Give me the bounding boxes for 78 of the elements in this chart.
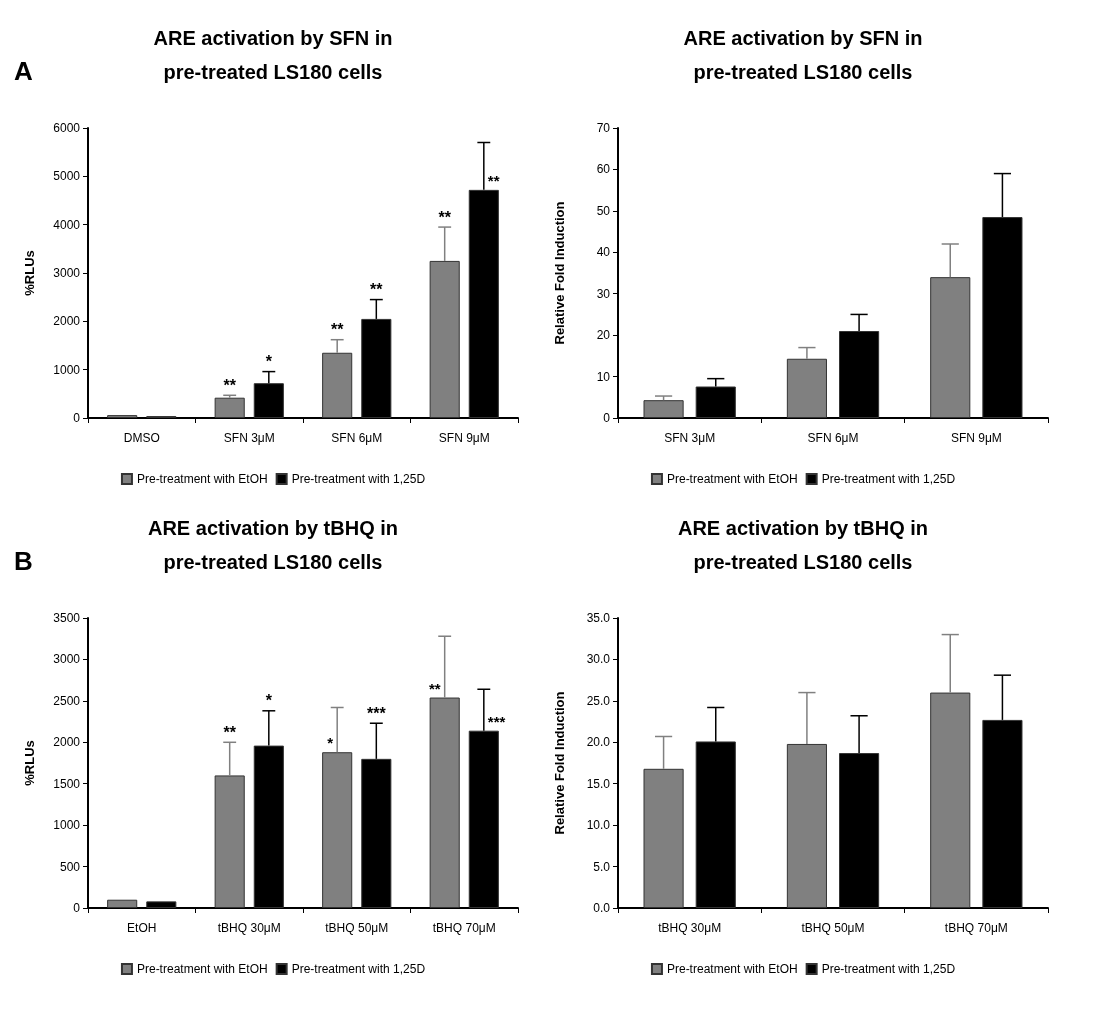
x-tick-label: tBHQ 30μM	[658, 921, 722, 935]
y-tick-label: 3000	[53, 266, 81, 280]
y-tick-label: 50	[596, 203, 611, 218]
y-axis-title: Relative Fold Induction	[552, 691, 567, 835]
bar	[214, 397, 245, 418]
y-tick-label: 15.0	[586, 776, 611, 791]
data-label: ***	[366, 704, 387, 722]
data-label: *	[327, 734, 334, 752]
y-axis-title: %RLUs	[22, 250, 37, 296]
y-axis-title: %RLUs	[22, 740, 37, 786]
y-tick-label: 3000	[53, 652, 81, 667]
data-label: **	[223, 376, 237, 394]
data-label: **	[330, 321, 345, 339]
x-tick-label: tBHQ 70μM	[944, 921, 1008, 935]
data-label: **	[429, 679, 441, 697]
y-tick-label: 1000	[53, 818, 81, 833]
x-tick-label: tBHQ 50μM	[325, 921, 389, 935]
y-axis-title: Relative Fold Induction	[552, 201, 567, 345]
y-tick-label: 2000	[53, 735, 81, 750]
x-tick-label: SFN 9μM	[438, 431, 490, 445]
legend-label: Pre-treatment with EtOH	[136, 472, 268, 486]
y-tick-label: 25.0	[586, 693, 611, 708]
legend-label: Pre-treatment with EtOH	[666, 962, 798, 976]
data-label: **	[370, 281, 384, 299]
data-label: **	[438, 208, 452, 226]
legend-label: Pre-treatment with EtOH	[666, 472, 798, 486]
chart-title: ARE activation by SFN in pre-treated LS180 cells	[153, 27, 393, 83]
x-tick-label: SFN 6μM	[807, 431, 859, 445]
x-tick-label: SFN 9μM	[950, 431, 1002, 445]
y-tick-label: 60	[596, 162, 611, 177]
y-tick-label: 40	[596, 245, 611, 260]
y-tick-label: 10	[596, 369, 611, 384]
x-tick-label: SFN 3μM	[664, 431, 716, 445]
x-tick-label: tBHQ 70μM	[432, 921, 496, 935]
chart-title: ARE activation by tBHQ in pre-treated LS180 cells	[147, 517, 399, 573]
y-tick-label: 20	[596, 328, 611, 343]
y-tick-label: 0.0	[593, 901, 611, 915]
data-label: **	[223, 723, 237, 741]
y-tick-label: 70	[596, 121, 611, 135]
legend-label: Pre-treatment with 1,25D	[821, 962, 956, 976]
x-tick-label: SFN 6μM	[331, 431, 383, 445]
y-tick-label: 20.0	[586, 735, 611, 750]
x-tick-label: SFN 3μM	[223, 431, 275, 445]
chart-title: ARE activation by tBHQ in pre-treated LS180 cells	[677, 517, 929, 573]
legend-label: Pre-treatment with EtOH	[136, 962, 268, 976]
y-tick-label: 500	[59, 859, 81, 874]
legend-label: Pre-treatment with 1,25D	[291, 472, 426, 486]
y-tick-label: 3500	[53, 611, 81, 625]
y-tick-label: 4000	[53, 217, 81, 232]
y-tick-label: 6000	[53, 121, 81, 135]
y-tick-label: 0	[73, 411, 81, 425]
x-tick-label: DMSO	[123, 431, 160, 445]
text: A	[14, 56, 33, 86]
y-tick-label: 2000	[53, 314, 81, 329]
y-tick-label: 30	[596, 286, 611, 301]
x-tick-label: tBHQ 30μM	[217, 921, 281, 935]
x-tick-label: tBHQ 50μM	[801, 921, 865, 935]
chart-title: ARE activation by SFN in pre-treated LS180 cells	[683, 27, 923, 83]
y-tick-label: 35.0	[586, 611, 611, 625]
y-tick-label: 0	[73, 901, 81, 915]
y-tick-label: 1500	[53, 776, 81, 791]
y-tick-label: 5000	[53, 169, 81, 184]
y-tick-label: 0	[603, 411, 611, 425]
legend-label: Pre-treatment with 1,25D	[821, 472, 956, 486]
bar	[107, 899, 138, 908]
y-tick-label: 1000	[53, 362, 81, 377]
data-label: *	[265, 353, 273, 371]
y-tick-label: 30.0	[586, 652, 611, 667]
bar	[643, 400, 684, 418]
text: B	[14, 546, 33, 576]
data-label: *	[265, 692, 273, 710]
y-tick-label: 10.0	[586, 818, 611, 833]
legend-label: Pre-treatment with 1,25D	[291, 962, 426, 976]
x-tick-label: EtOH	[127, 921, 157, 935]
data-label: ***	[487, 712, 506, 730]
data-label: **	[487, 171, 500, 189]
y-tick-label: 5.0	[593, 859, 611, 874]
y-tick-label: 2500	[53, 693, 81, 708]
